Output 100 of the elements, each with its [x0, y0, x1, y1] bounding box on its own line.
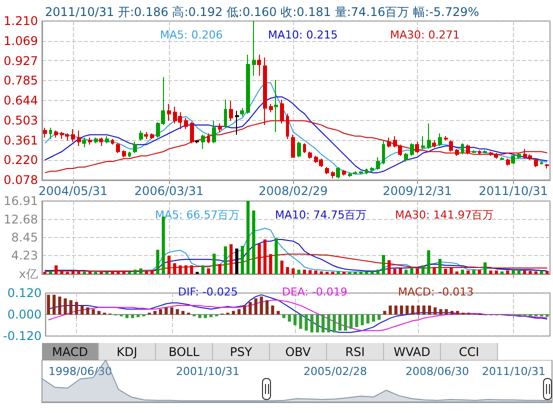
bar [292, 268, 295, 274]
bar [88, 271, 92, 274]
candlestick [77, 130, 81, 147]
candlestick [444, 136, 448, 141]
bar [450, 268, 453, 274]
bar [421, 265, 425, 274]
bar [122, 270, 126, 274]
bar [472, 270, 476, 274]
line-series [44, 96, 548, 174]
text: MA30: 0.271 [390, 28, 460, 42]
bar [434, 307, 437, 314]
candlestick [506, 158, 510, 166]
bar [144, 270, 148, 274]
bar [393, 268, 396, 274]
candlestick [540, 160, 543, 165]
y-tick-label: 16.91 [4, 194, 38, 208]
candlestick [534, 158, 538, 168]
bar [370, 270, 374, 274]
bar [410, 268, 414, 274]
y-tick-label: 0.503 [4, 113, 38, 128]
bar [494, 270, 498, 274]
candlestick [297, 141, 301, 158]
candlestick [128, 151, 131, 158]
candlestick [82, 137, 86, 148]
candlestick [432, 140, 436, 148]
x-tick-label: 2008/06/30 [406, 365, 469, 378]
candlestick [99, 137, 103, 147]
candlestick [291, 134, 295, 158]
bar [438, 258, 442, 274]
bar [271, 306, 274, 314]
candlestick [116, 142, 120, 154]
bar [206, 268, 210, 274]
bar [534, 271, 538, 274]
candlestick [195, 140, 199, 144]
bar [54, 265, 58, 274]
bar [224, 246, 227, 274]
candlestick [263, 57, 267, 126]
chart-title: 2011/10/31 开:0.186 高:0.192 低:0.160 收:0.181 量:74.16百万 幅:-5.729% [45, 5, 480, 19]
bar [517, 270, 521, 274]
bar [294, 314, 297, 326]
bar [252, 210, 256, 274]
y-tick-label: 1.069 [4, 34, 38, 48]
candlestick [240, 108, 244, 118]
candlestick [280, 99, 284, 124]
bar [304, 314, 308, 331]
bar [404, 270, 408, 274]
bar [439, 309, 442, 314]
bar [540, 270, 544, 274]
text: MACD [42, 343, 99, 361]
bar [176, 309, 179, 314]
candlestick [404, 152, 408, 162]
candlestick [184, 117, 188, 130]
candlestick [421, 136, 425, 150]
candlestick [472, 150, 476, 154]
bar [74, 302, 78, 314]
candlestick [438, 132, 442, 147]
candlestick [252, 20, 256, 76]
line-series [48, 294, 548, 333]
candlestick [545, 163, 549, 169]
candlestick [466, 144, 470, 155]
bar [280, 260, 284, 274]
bar [60, 271, 64, 274]
bar [237, 309, 241, 314]
candlestick [336, 166, 340, 179]
candlestick [387, 137, 391, 148]
candlestick [483, 150, 487, 154]
bar [248, 302, 252, 314]
candlestick [517, 152, 521, 160]
candlestick [71, 128, 75, 142]
candlestick [370, 166, 374, 172]
x-tick-label: 2005/02/28 [304, 365, 367, 378]
line-series [44, 120, 548, 174]
bar [52, 294, 56, 314]
bar [201, 265, 204, 274]
candlestick [88, 137, 92, 146]
candlestick [150, 132, 154, 140]
x-tick-label: 2006/03/31 [134, 184, 204, 198]
bar [265, 300, 269, 314]
bar [288, 314, 291, 322]
bar [212, 254, 216, 274]
y-tick-label: 12.68 [4, 212, 38, 226]
candlestick [269, 103, 273, 113]
x-tick-label: 2011/10/31 [478, 184, 548, 198]
bar [254, 298, 258, 314]
bar [416, 306, 420, 314]
bar [164, 307, 168, 314]
candlestick [461, 142, 464, 155]
candlestick [382, 140, 385, 165]
candlestick [365, 168, 368, 175]
bar [422, 306, 426, 314]
bar [282, 314, 286, 318]
text: MA5: 0.206 [160, 28, 223, 42]
bar [181, 310, 185, 314]
bar [64, 298, 67, 314]
bar [460, 270, 464, 274]
bar [466, 270, 470, 274]
text: MA30: 141.97百万 [395, 208, 494, 222]
candlestick [449, 140, 453, 152]
candlestick [111, 138, 114, 146]
bar [398, 268, 402, 274]
